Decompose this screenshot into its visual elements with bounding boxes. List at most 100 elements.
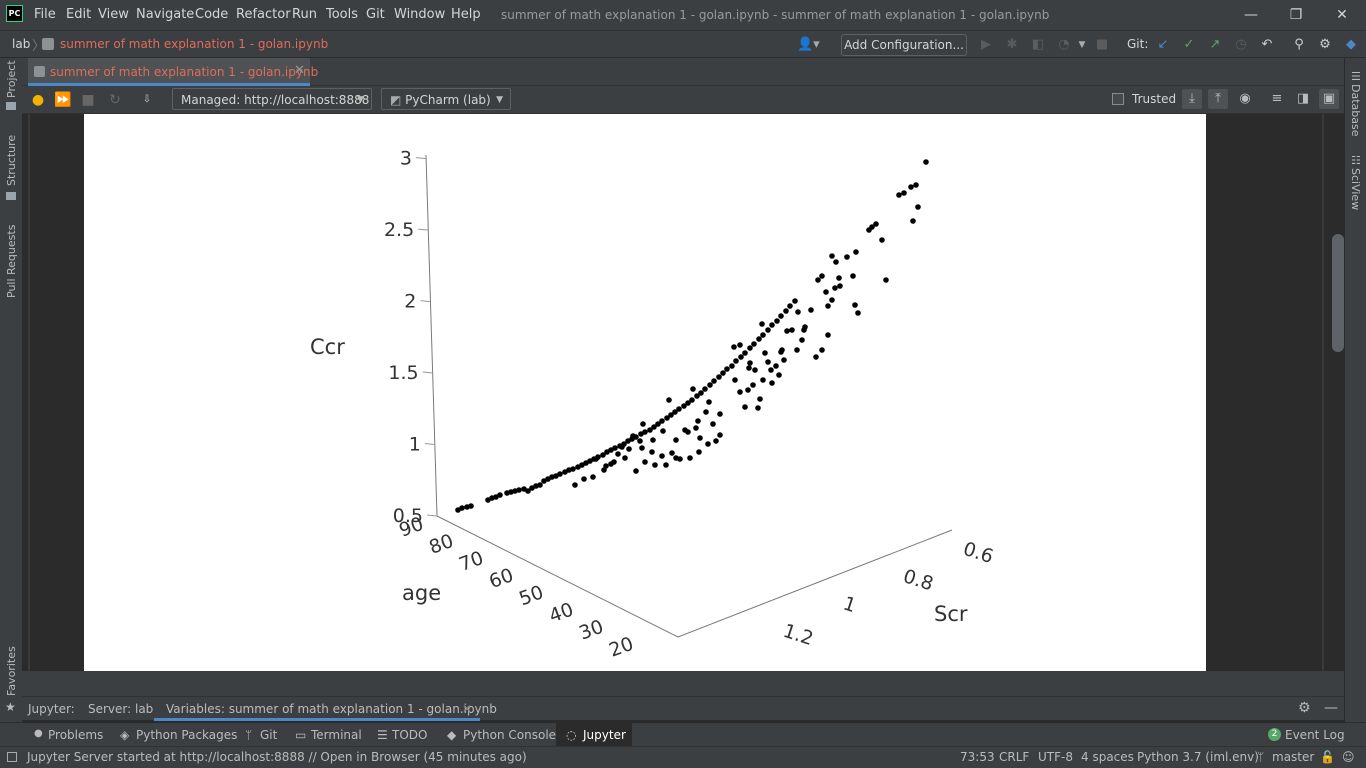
jupyter-tab-server[interactable]: Server: lab <box>88 702 154 716</box>
data-point <box>879 237 885 243</box>
menu-edit[interactable]: Edit <box>66 7 92 22</box>
move-cell-down-icon[interactable]: ⤓ <box>1182 89 1202 109</box>
notebook-editor[interactable]: 0.5 1 1.5 2 2.5 3 90 80 70 60 50 40 30 20 0.6 0.8 1 1.2 C… <box>22 114 1344 671</box>
tool-favorites[interactable]: Favorites <box>5 646 18 696</box>
close-variables-tab-icon[interactable]: ✕ <box>462 702 473 716</box>
preview-eye-icon[interactable]: ◉ <box>1239 91 1251 106</box>
git-commit-icon[interactable]: ✓ <box>1183 37 1195 52</box>
tool-database[interactable]: Database <box>1349 84 1362 137</box>
profile-icon[interactable]: ◔ <box>1058 37 1070 52</box>
user-icon[interactable]: 👤▾ <box>797 37 820 52</box>
data-point <box>783 308 789 314</box>
caret-position[interactable]: 73:53 <box>960 750 995 764</box>
debug-icon[interactable]: ✱ <box>1006 37 1018 52</box>
plugin-icon[interactable]: ◆ <box>1346 37 1356 52</box>
status-message[interactable]: Jupyter Server started at http://localho… <box>27 750 527 764</box>
line-separator[interactable]: CRLF <box>999 750 1030 764</box>
jupyter-tab-variables[interactable]: Variables: summer of math explanation 1 … <box>166 702 497 716</box>
data-point <box>765 359 771 365</box>
tool-pull-requests[interactable]: Pull Requests <box>5 224 18 298</box>
menu-run[interactable]: Run <box>292 7 317 22</box>
breadcrumb-project[interactable]: lab <box>12 37 31 51</box>
tool-sciview[interactable]: SciView <box>1349 168 1362 211</box>
data-point <box>742 404 748 410</box>
restore-button[interactable]: ❐ <box>1289 7 1303 23</box>
minimize-button[interactable]: — <box>1244 7 1258 23</box>
menu-tools[interactable]: Tools <box>326 7 359 22</box>
coverage-icon[interactable]: ◧ <box>1031 37 1045 52</box>
data-point <box>808 307 814 313</box>
bottom-tab-problems[interactable]: Problems <box>48 728 104 742</box>
bottom-tab-git[interactable]: Git <box>260 728 278 742</box>
bottom-tab-todo[interactable]: TODO <box>392 728 428 742</box>
restart-kernel-icon[interactable]: ↻ <box>109 92 121 108</box>
bottom-tab-terminal[interactable]: Terminal <box>311 728 362 742</box>
menu-file[interactable]: File <box>34 7 56 22</box>
git-push-icon[interactable]: ↗ <box>1209 37 1221 52</box>
bottom-tab-python-console[interactable]: Python Console <box>463 728 557 742</box>
settings-gear-icon[interactable]: ⚙ <box>1319 37 1331 52</box>
menu-navigate[interactable]: Navigate <box>136 7 195 22</box>
menu-git[interactable]: Git <box>366 7 385 22</box>
file-encoding[interactable]: UTF-8 <box>1038 750 1073 764</box>
kernel-dropdown[interactable]: ◩ PyCharm (lab) ▼ <box>381 88 511 110</box>
settings-gear-icon[interactable]: ⚙ <box>1298 700 1311 716</box>
editor-tab-bar: summer of math explanation 1 - golan.ipy… <box>22 58 1344 86</box>
git-history-icon[interactable]: ◷ <box>1235 37 1247 52</box>
close-window-button[interactable]: ✕ <box>1336 7 1348 23</box>
data-point <box>608 461 614 467</box>
notebook-file-icon <box>34 66 45 77</box>
bottom-tab-event-log[interactable]: Event Log <box>1285 728 1345 742</box>
notifications-icon[interactable]: ☺ <box>1342 750 1355 764</box>
tool-project[interactable]: Project <box>5 60 18 98</box>
tool-structure[interactable]: Structure <box>5 134 18 186</box>
git-branch[interactable]: master <box>1272 750 1315 764</box>
run-icon[interactable]: ▶ <box>981 37 991 52</box>
trusted-checkbox[interactable] <box>1112 93 1124 105</box>
server-dropdown[interactable]: Managed: http://localhost:8888 ▼ <box>172 88 372 110</box>
breadcrumb-file[interactable]: summer of math explanation 1 - golan.ipy… <box>60 37 329 51</box>
interrupt-kernel-icon[interactable]: ■ <box>81 92 95 108</box>
active-bottom-tab-bg <box>556 723 632 747</box>
indent-setting[interactable]: 4 spaces <box>1081 750 1134 764</box>
z-tick-label: 3 <box>400 148 412 170</box>
data-point <box>913 182 919 188</box>
menu-help[interactable]: Help <box>451 7 481 22</box>
data-point <box>724 366 730 372</box>
add-configuration-button[interactable]: Add Configuration... <box>841 34 967 56</box>
data-point <box>557 471 563 477</box>
toggle-tool-windows-icon[interactable] <box>7 752 17 762</box>
close-tab-icon[interactable]: ✕ <box>294 63 305 78</box>
search-icon[interactable]: ⚲ <box>1294 37 1304 52</box>
hide-panel-icon[interactable]: — <box>1324 700 1338 716</box>
editor-tab[interactable]: summer of math explanation 1 - golan.ipy… <box>28 58 318 86</box>
download-icon[interactable]: ⇩ <box>142 94 152 105</box>
rollback-icon[interactable]: ↶ <box>1261 37 1273 52</box>
python-interpreter[interactable]: Python 3.7 (iml.env) <box>1137 750 1259 764</box>
data-point <box>516 487 522 493</box>
lightbulb-icon[interactable]: ● <box>31 92 45 108</box>
data-point <box>869 224 875 230</box>
cell-gutter <box>28 114 30 671</box>
vertical-scrollbar[interactable] <box>1332 234 1344 352</box>
data-point <box>746 365 752 371</box>
bottom-tab-jupyter[interactable]: Jupyter <box>583 728 626 742</box>
git-update-icon[interactable]: ↙ <box>1157 37 1169 52</box>
menu-code[interactable]: Code <box>195 7 229 22</box>
structure-icon <box>6 192 16 200</box>
bottom-tab-python-packages[interactable]: Python Packages <box>136 728 238 742</box>
split-view-icon[interactable]: ◨ <box>1296 91 1310 106</box>
menu-window[interactable]: Window <box>394 7 446 22</box>
move-cell-up-icon[interactable]: ⤒ <box>1208 89 1228 109</box>
data-point <box>733 358 739 364</box>
run-all-icon[interactable]: ⏩ <box>54 92 72 108</box>
editor-only-icon[interactable]: ≡ <box>1271 91 1283 106</box>
more-run-chevron-down-icon[interactable]: ▼ <box>1078 40 1086 50</box>
data-point <box>768 367 774 373</box>
menu-refactor[interactable]: Refactor <box>236 7 291 22</box>
data-point <box>681 403 687 409</box>
preview-only-icon[interactable]: ▣ <box>1319 89 1339 109</box>
lock-icon[interactable]: 🔓 <box>1320 750 1335 764</box>
menu-view[interactable]: View <box>98 7 129 22</box>
stop-icon[interactable]: ■ <box>1095 37 1109 52</box>
